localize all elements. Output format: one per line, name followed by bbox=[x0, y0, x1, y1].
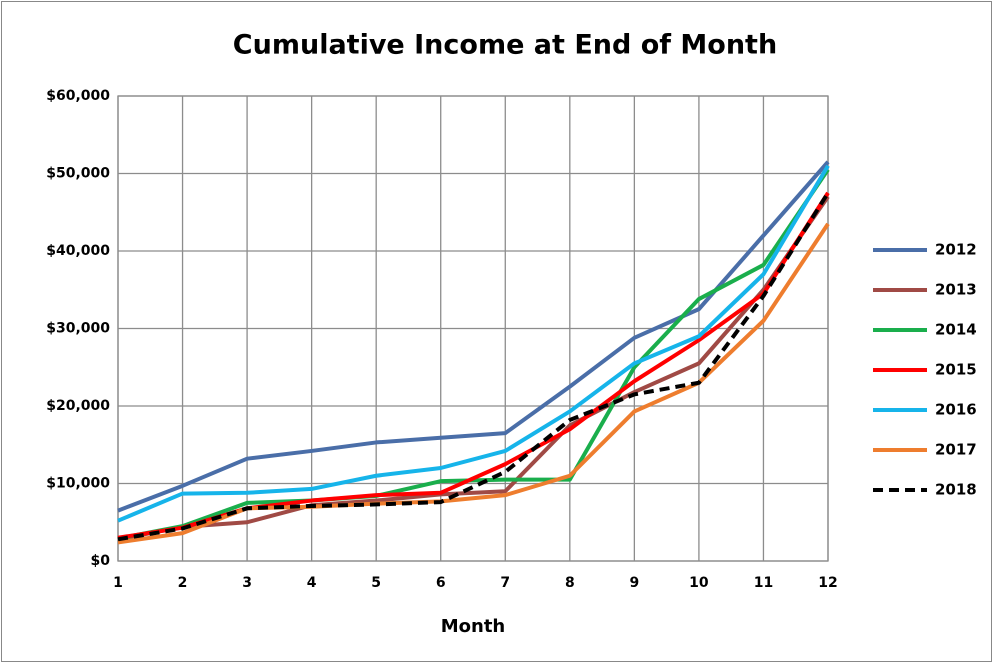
legend-label: 2016 bbox=[935, 401, 977, 419]
x-tick-label: 9 bbox=[629, 575, 639, 591]
x-tick-label: 7 bbox=[500, 575, 510, 591]
y-tick-label: $0 bbox=[91, 553, 111, 569]
series-line bbox=[117, 164, 830, 523]
x-tick-label: 6 bbox=[436, 575, 446, 591]
legend-label: 2015 bbox=[935, 361, 977, 379]
y-tick-label: $50,000 bbox=[46, 166, 110, 182]
x-tick-label: 2 bbox=[178, 575, 188, 591]
x-tick-label: 11 bbox=[754, 575, 773, 591]
legend-label: 2017 bbox=[935, 441, 977, 459]
y-tick-label: $30,000 bbox=[46, 321, 110, 337]
legend-label: 2013 bbox=[935, 281, 977, 299]
y-tick-label: $60,000 bbox=[46, 88, 110, 104]
x-tick-label: 3 bbox=[242, 575, 252, 591]
y-tick-label: $20,000 bbox=[46, 398, 110, 414]
x-tick-label: 1 bbox=[113, 575, 123, 591]
x-tick-label: 10 bbox=[689, 575, 709, 591]
x-tick-label: 8 bbox=[565, 575, 575, 591]
x-tick-label: 12 bbox=[818, 575, 837, 591]
plot-border bbox=[117, 95, 829, 562]
x-tick-label: 5 bbox=[371, 575, 381, 591]
chart-title: Cumulative Income at End of Month bbox=[233, 30, 777, 61]
legend-label: 2012 bbox=[935, 241, 977, 259]
y-tick-label: $40,000 bbox=[46, 243, 110, 259]
x-axis-label: Month bbox=[441, 616, 506, 637]
series-line bbox=[117, 195, 830, 542]
legend-label: 2014 bbox=[935, 321, 977, 339]
series-line bbox=[117, 160, 830, 513]
legend-label: 2018 bbox=[935, 481, 977, 499]
y-tick-label: $10,000 bbox=[46, 476, 110, 492]
series-line bbox=[117, 191, 830, 542]
x-tick-label: 4 bbox=[307, 575, 317, 591]
